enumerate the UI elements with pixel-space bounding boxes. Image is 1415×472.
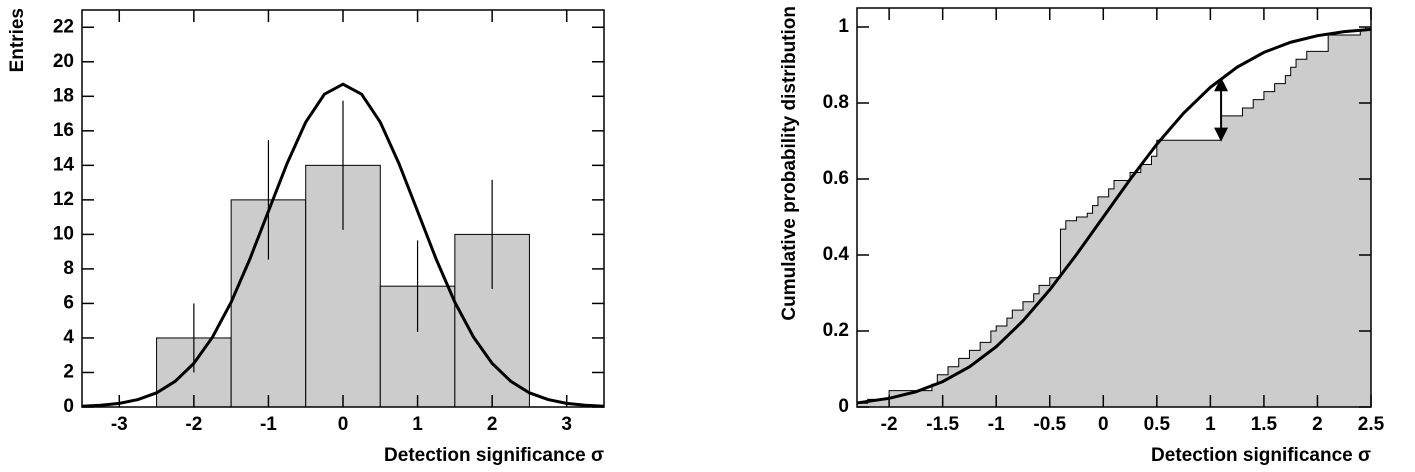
y-tick-label: 0 — [63, 396, 74, 417]
x-tick-label: -3 — [111, 414, 128, 435]
y-tick-label: 6 — [63, 292, 74, 313]
x-tick-label: -2 — [881, 414, 898, 435]
y-tick-label: 2 — [63, 361, 74, 382]
y-tick-label: 0.4 — [823, 244, 850, 265]
y-tick-label: 8 — [63, 258, 74, 279]
y-tick-label: 18 — [53, 85, 74, 106]
x-tick-label: -1 — [260, 414, 277, 435]
y-axis-title: Cumulative probability distribution — [779, 6, 800, 321]
y-tick-label: 14 — [53, 154, 75, 175]
y-tick-label: 12 — [53, 189, 74, 210]
y-tick-label: 16 — [53, 120, 74, 141]
y-tick-label: 0.2 — [823, 320, 849, 341]
x-tick-label: -1 — [988, 414, 1005, 435]
x-axis-title: Detection significance σ — [384, 445, 604, 466]
y-tick-label: 10 — [53, 223, 74, 244]
y-tick-label: 0 — [838, 396, 849, 417]
y-tick-label: 22 — [53, 16, 74, 37]
model-curve — [856, 27, 1372, 405]
x-axis-title: Detection significance σ — [1151, 445, 1371, 466]
y-tick-label: 0.6 — [823, 168, 849, 189]
x-tick-label: 1.5 — [1251, 414, 1278, 435]
x-tick-label: -1.5 — [926, 414, 959, 435]
x-tick-label: 1 — [412, 414, 423, 435]
x-tick-label: 2.5 — [1358, 414, 1385, 435]
cdf-step — [857, 26, 1371, 404]
x-tick-label: -2 — [185, 414, 202, 435]
x-tick-label: 0 — [338, 414, 349, 435]
x-tick-label: -0.5 — [1033, 414, 1066, 435]
y-tick-label: 1 — [838, 16, 849, 37]
cdf-area — [857, 27, 1371, 407]
y-tick-label: 20 — [53, 51, 74, 72]
y-tick-label: 4 — [63, 327, 74, 348]
x-tick-label: 0 — [1098, 414, 1109, 435]
y-tick-label: 0.8 — [823, 92, 849, 113]
plot-frame — [856, 7, 1372, 408]
x-tick-label: 2 — [487, 414, 498, 435]
y-axis-title: Entries — [7, 8, 28, 72]
model-curve — [81, 82, 605, 408]
x-tick-label: 1 — [1205, 414, 1216, 435]
x-tick-label: 3 — [561, 414, 572, 435]
x-tick-label: 2 — [1312, 414, 1323, 435]
x-tick-label: 0.5 — [1144, 414, 1171, 435]
